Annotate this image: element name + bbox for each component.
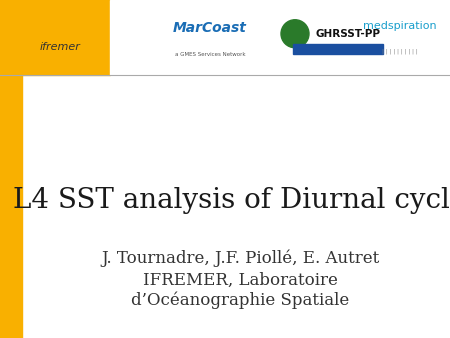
Text: IFREMER, Laboratoire: IFREMER, Laboratoire <box>143 271 338 289</box>
Circle shape <box>281 20 309 48</box>
Text: d’Océanographie Spatiale: d’Océanographie Spatiale <box>131 291 349 309</box>
Text: | | | | | | | | | |: | | | | | | | | | | <box>382 48 418 54</box>
Bar <box>0 0 110 75</box>
Text: ifremer: ifremer <box>40 42 81 51</box>
Text: GHRSST-PP: GHRSST-PP <box>315 29 380 39</box>
Text: medspiration: medspiration <box>363 21 437 31</box>
Text: a GMES Services Network: a GMES Services Network <box>175 51 245 56</box>
Text: L4 SST analysis of Diurnal cycle: L4 SST analysis of Diurnal cycle <box>14 187 450 214</box>
Text: MarCoast: MarCoast <box>173 22 247 35</box>
Text: J. Tournadre, J.F. Piollé, E. Autret: J. Tournadre, J.F. Piollé, E. Autret <box>101 249 379 267</box>
Bar <box>110 0 450 75</box>
Bar <box>0 0 22 338</box>
Bar <box>293 44 383 53</box>
